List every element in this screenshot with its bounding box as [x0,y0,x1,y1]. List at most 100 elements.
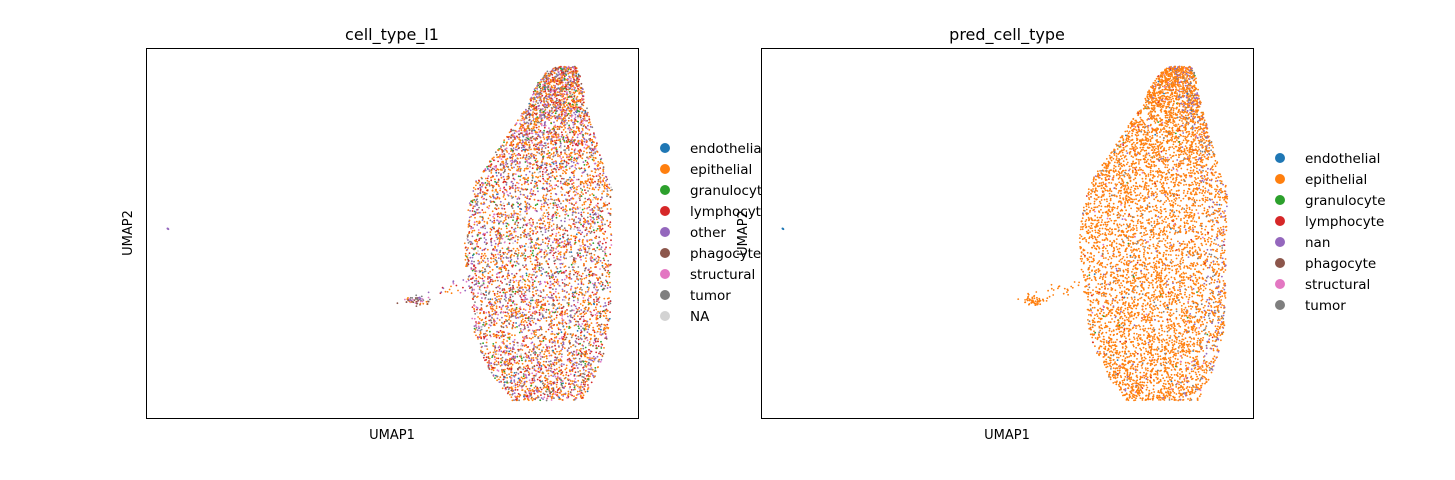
scatter-point [473,327,476,330]
scatter-point [560,219,563,222]
scatter-point [569,80,572,82]
scatter-point [588,348,590,351]
scatter-point [572,220,575,222]
scatter-point [502,338,505,341]
scatter-point [588,273,590,276]
scatter-point [511,399,514,402]
scatter-point [554,178,557,180]
scatter-point [473,199,476,201]
scatter-point [489,298,492,301]
scatter-point [575,337,578,340]
scatter-point [528,219,531,221]
scatter-point [478,237,481,240]
scatter-point [474,301,476,303]
scatter-point [529,109,532,112]
scatter-point [595,235,598,238]
scatter-point [563,124,565,127]
scatter-point [584,200,587,203]
scatter-point [536,270,538,273]
scatter-point [540,365,543,367]
scatter-point [519,275,522,278]
scatter-point [531,172,534,175]
scatter-point [499,189,501,192]
scatter-point [513,261,516,263]
scatter-point [545,330,547,333]
scatter-point [493,335,495,338]
scatter-point [578,78,580,81]
scatter-point [583,91,585,93]
scatter-point [540,306,542,308]
scatter-point [582,255,585,257]
scatter-point [498,240,501,243]
scatter-point [562,208,565,211]
scatter-point [488,183,491,185]
scatter-point [518,324,520,327]
scatter-point [540,274,543,277]
scatter-point [560,342,563,345]
scatter-point [595,196,597,199]
scatter-point [599,331,602,333]
scatter-point [528,368,531,370]
scatter-point [541,238,544,241]
scatter-point [561,279,564,281]
scatter-point [562,79,564,81]
scatter-point [605,241,607,244]
scatter-point [560,394,563,396]
scatter-point [519,227,522,229]
scatter-point [486,263,489,266]
scatter-point [474,201,477,203]
scatter-point [601,196,603,199]
scatter-point [482,211,485,214]
scatter-point [579,303,582,305]
scatter-point [577,266,580,268]
scatter-point [606,203,609,206]
scatter-point [598,184,601,187]
scatter-point [587,212,589,215]
scatter-point [464,254,467,257]
scatter-point [523,122,526,125]
scatter-point [552,297,554,299]
scatter-point [558,113,561,116]
scatter-point [474,205,476,208]
scatter-point [594,171,597,174]
scatter-point [549,218,552,221]
scatter-point [587,368,590,370]
scatter-point [529,157,532,159]
scatter-point [500,173,502,175]
scatter-point [565,165,567,168]
scatter-point [548,277,551,280]
scatter-point [503,219,506,222]
scatter-point [506,291,508,294]
scatter-point [516,255,519,258]
scatter-point [550,320,552,323]
scatter-point [479,186,481,189]
scatter-point [594,148,597,150]
scatter-point [600,248,602,251]
scatter-point [545,360,548,363]
scatter-point [570,81,573,84]
scatter-point [485,320,487,323]
scatter-point [522,308,525,311]
scatter-point [577,133,579,136]
scatter-point [482,266,484,269]
scatter-point [561,224,563,227]
scatter-point [490,228,493,231]
scatter-point [565,164,568,167]
scatter-point [471,242,474,245]
scatter-point [557,155,559,158]
scatter-point [484,193,486,196]
scatter-point [532,352,535,354]
scatter-point [523,366,525,369]
scatter-point [550,117,552,120]
scatter-point [482,191,484,193]
scatter-point [567,112,570,115]
scatter-point [555,102,558,105]
scatter-point [494,263,496,266]
scatter-point [567,299,570,301]
scatter-point [562,169,565,172]
scatter-point [538,379,541,382]
scatter-point [544,281,547,284]
scatter-point [599,154,601,157]
scatter-point [571,183,573,185]
scatter-point [478,239,480,242]
